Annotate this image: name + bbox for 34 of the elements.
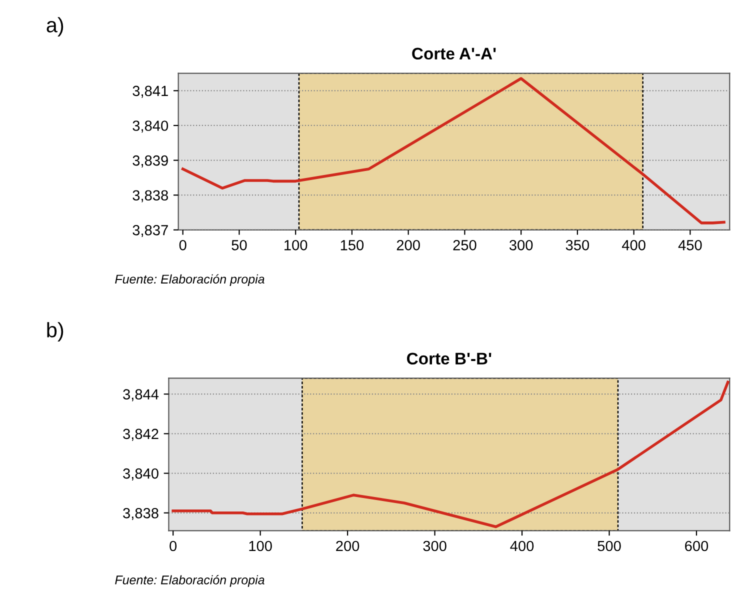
x-tick-label: 350 xyxy=(566,240,590,250)
source-note: Fuente: Elaboración propia xyxy=(115,274,264,286)
y-tick-label: 3,841 xyxy=(132,86,168,98)
chart-title: Corte A'-A' xyxy=(412,48,496,60)
x-tick-label: 300 xyxy=(509,240,533,250)
y-tick-label: 3,839 xyxy=(132,155,168,168)
x-tick-label: 300 xyxy=(423,540,446,552)
y-tick-label: 3,840 xyxy=(132,120,168,133)
y-tick-label: 3,838 xyxy=(132,190,168,202)
x-tick-label: 600 xyxy=(685,540,708,552)
y-tick-label: 3,840 xyxy=(123,468,158,480)
text: a) xyxy=(46,17,64,37)
x-tick-label: 100 xyxy=(249,540,272,552)
x-tick-label: 0 xyxy=(179,240,186,250)
y-tick-label: 3,842 xyxy=(123,428,158,441)
x-tick-label: 0 xyxy=(170,540,177,552)
x-tick-label: 400 xyxy=(510,540,534,552)
x-tick-label: 200 xyxy=(336,540,360,552)
x-tick-label: 100 xyxy=(284,240,308,250)
y-tick-label: 3,838 xyxy=(123,508,158,520)
x-tick-label: 50 xyxy=(232,240,247,250)
x-tick-label: 200 xyxy=(396,240,420,250)
line-series xyxy=(181,77,726,224)
source-note: Fuente: Elaboración propia xyxy=(115,575,264,587)
x-tick-label: 450 xyxy=(678,240,702,250)
y-tick-label: 3,844 xyxy=(123,389,159,402)
x-tick-label: 400 xyxy=(622,240,646,250)
x-tick-label: 150 xyxy=(340,240,364,250)
x-tick-label: 500 xyxy=(598,540,621,552)
text: b) xyxy=(47,322,64,342)
line-series xyxy=(172,380,730,528)
x-tick-label: 250 xyxy=(453,240,476,250)
y-tick-label: 3,837 xyxy=(132,225,168,238)
chart-title: Corte B'-B' xyxy=(407,352,492,365)
